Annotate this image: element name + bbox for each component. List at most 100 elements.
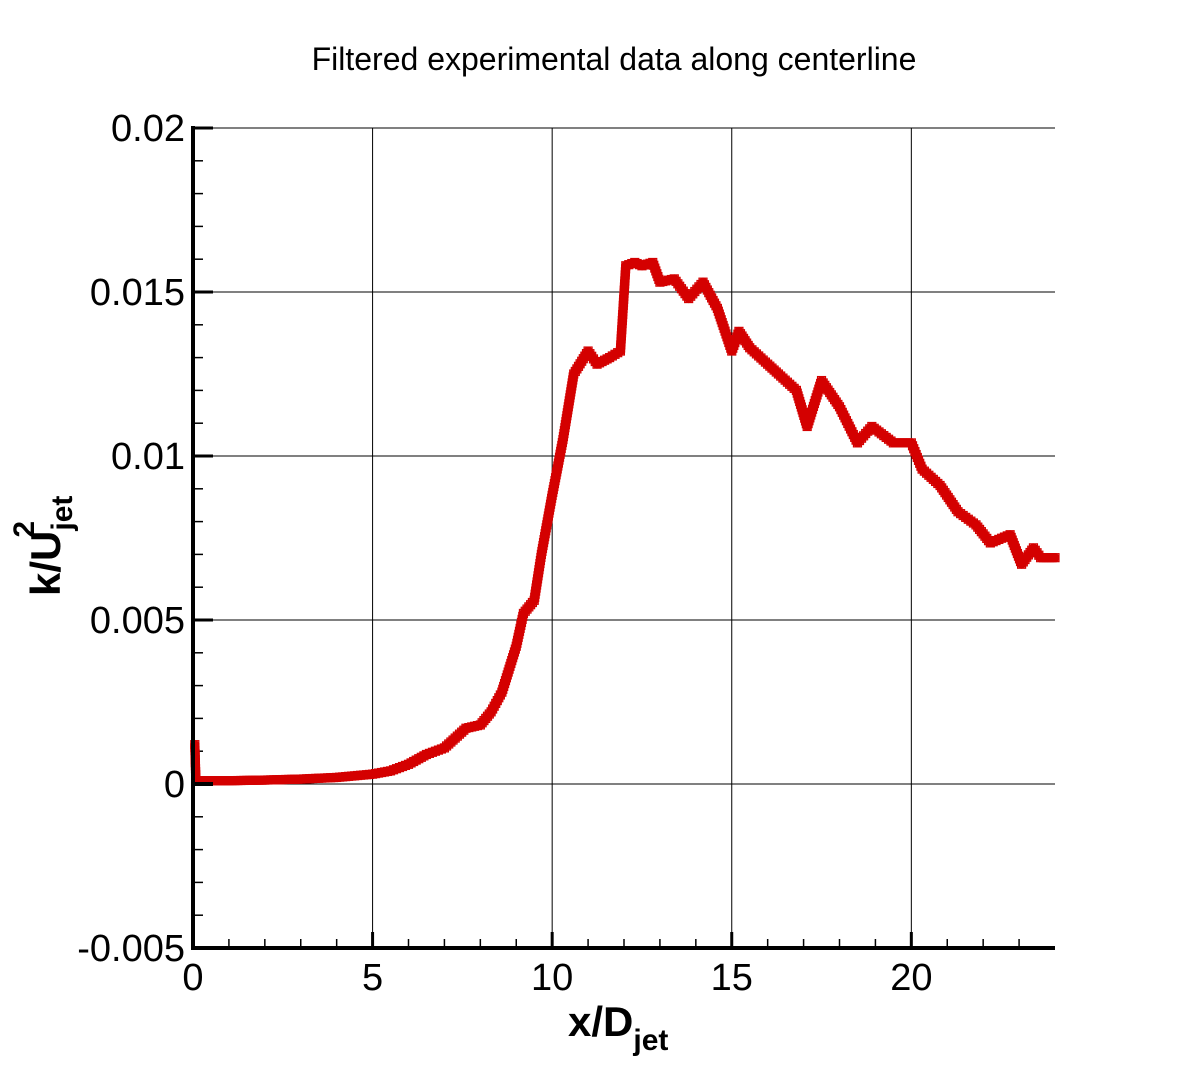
data-point	[812, 390, 822, 400]
chart-title: Filtered experimental data along centerl…	[312, 41, 917, 77]
data-point	[491, 698, 501, 709]
data-point	[467, 722, 477, 732]
data-point	[607, 351, 617, 361]
data-point	[489, 701, 499, 711]
data-point	[499, 678, 510, 689]
data-point	[910, 447, 920, 457]
data-point	[803, 419, 813, 429]
data-point	[828, 392, 838, 402]
data-point	[569, 369, 579, 379]
x-axis-label: x/Djet	[568, 998, 668, 1057]
data-point	[388, 765, 399, 775]
data-point	[742, 338, 752, 348]
data-point	[658, 276, 668, 287]
data-point	[948, 500, 958, 510]
data-point	[1020, 554, 1030, 565]
data-point	[945, 495, 955, 505]
data-point	[1022, 552, 1032, 562]
data-point	[488, 704, 498, 714]
y-tick-label: 0.005	[90, 600, 185, 642]
data-point	[818, 378, 828, 388]
data-point	[621, 261, 631, 271]
data-point	[820, 380, 830, 390]
data-point	[661, 276, 671, 286]
data-point	[512, 635, 523, 645]
y-tick-label: -0.005	[77, 928, 185, 970]
data-point	[825, 387, 835, 398]
data-point	[630, 257, 640, 268]
data-point	[804, 416, 814, 426]
data-point	[512, 638, 522, 648]
data-point	[734, 326, 744, 336]
data-point	[506, 658, 516, 669]
data-point	[505, 661, 515, 671]
data-point	[510, 644, 520, 654]
data-series	[190, 257, 1060, 786]
data-point	[1016, 559, 1027, 569]
data-point	[823, 385, 833, 395]
data-point	[499, 681, 509, 692]
data-point	[492, 695, 502, 706]
data-point	[831, 397, 841, 407]
data-point	[427, 747, 438, 757]
data-point	[610, 349, 620, 359]
x-tick-label: 20	[890, 957, 932, 999]
data-point	[937, 483, 947, 493]
data-point	[735, 329, 746, 339]
data-point	[915, 458, 925, 468]
data-point	[816, 375, 827, 386]
data-point	[502, 670, 512, 680]
x-tick-label: 5	[362, 957, 383, 999]
data-point	[1050, 553, 1060, 563]
data-point	[802, 421, 812, 432]
data-point	[940, 488, 950, 498]
data-point	[573, 361, 584, 371]
x-tick-label: 0	[182, 957, 203, 999]
data-point	[577, 356, 587, 366]
data-point	[511, 641, 521, 651]
data-point	[500, 676, 511, 686]
data-point	[501, 673, 511, 683]
data-point	[1018, 557, 1028, 567]
data-point	[385, 766, 396, 776]
data-point	[810, 396, 820, 406]
data-point	[935, 480, 945, 491]
data-point	[486, 707, 496, 717]
data-point	[950, 502, 960, 512]
data-point	[484, 709, 494, 719]
data-point	[906, 438, 916, 448]
data-point	[946, 497, 957, 507]
data-point	[504, 664, 514, 674]
data-point	[941, 490, 952, 500]
data-point	[516, 617, 527, 627]
data-point	[497, 687, 507, 697]
grid	[193, 127, 1055, 948]
data-point	[738, 333, 749, 343]
data-point	[572, 364, 582, 374]
data-point	[516, 620, 526, 630]
data-point	[913, 455, 924, 465]
x-tick-label: 10	[531, 957, 573, 999]
data-point	[461, 723, 471, 733]
data-point	[811, 393, 821, 403]
y-tick-label: 0.02	[111, 108, 185, 150]
data-point	[808, 401, 819, 411]
y-tick-label: 0.01	[111, 436, 185, 478]
data-point	[909, 444, 919, 454]
data-point	[805, 413, 815, 423]
data-point	[472, 721, 483, 731]
data-point	[424, 748, 435, 758]
data-point	[514, 626, 525, 636]
data-point	[737, 331, 747, 341]
x-tick-label: 15	[711, 957, 753, 999]
data-point	[464, 722, 474, 733]
data-point	[421, 749, 432, 760]
y-axis-label: k/Ujet2	[8, 496, 79, 596]
y-tick-label: 0	[164, 764, 185, 806]
data-point	[508, 650, 519, 660]
data-point	[1025, 547, 1035, 558]
data-point	[807, 407, 817, 417]
data-point	[830, 395, 840, 405]
